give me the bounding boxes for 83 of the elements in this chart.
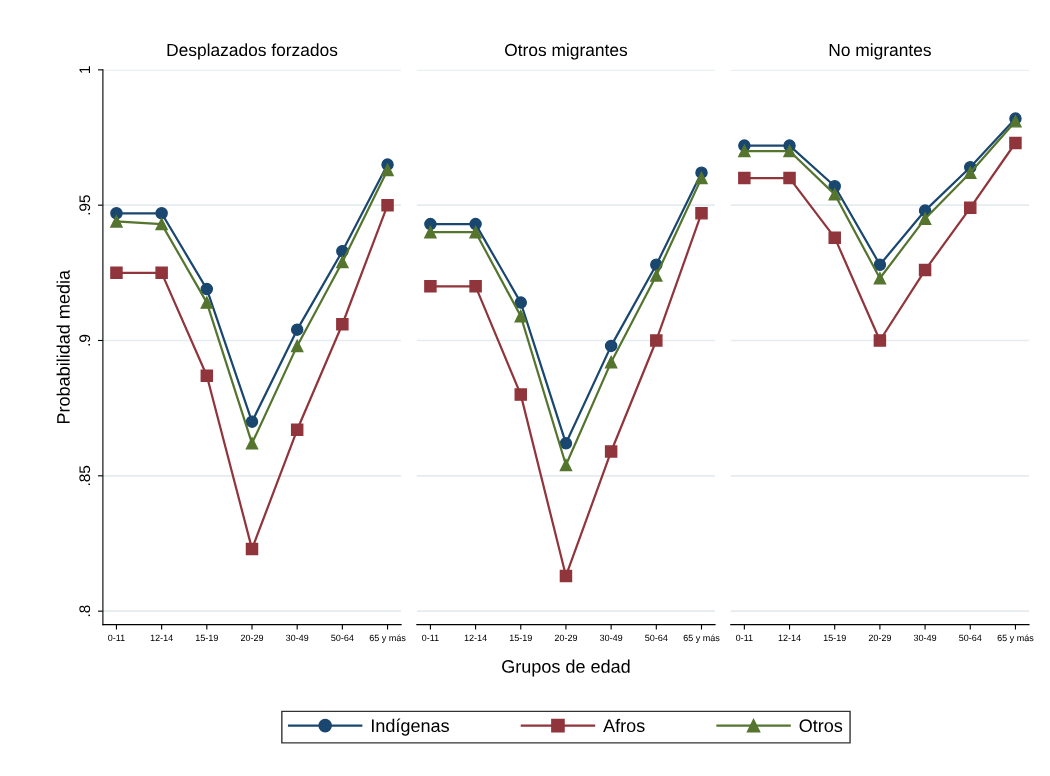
point <box>738 144 751 158</box>
point <box>110 266 123 280</box>
point <box>290 339 304 353</box>
point <box>514 309 528 323</box>
x-tick-label: 0-11 <box>108 634 125 642</box>
point <box>695 171 708 185</box>
x-tick-label: 0-11 <box>422 634 439 642</box>
legend-label: Indígenas <box>371 718 449 736</box>
chart-title: Desplazados forzados <box>167 43 338 60</box>
x-tick-label: 12-14 <box>464 634 487 641</box>
point <box>381 163 394 177</box>
point <box>110 215 123 228</box>
point <box>604 355 618 369</box>
point <box>918 263 932 277</box>
x-tick-label: 50-64 <box>959 634 982 642</box>
point <box>1009 136 1022 150</box>
point <box>245 542 259 556</box>
y-tick-label: .8 <box>79 605 91 617</box>
point <box>873 334 887 347</box>
point <box>245 437 259 450</box>
x-tick-label: 15-19 <box>823 634 846 642</box>
x-tick-label: 0-11 <box>736 634 753 642</box>
point <box>336 255 349 269</box>
point <box>245 415 259 428</box>
point <box>514 388 528 401</box>
chart-title: No migrantes <box>829 43 931 60</box>
point <box>514 296 528 309</box>
point <box>469 280 482 293</box>
x-tick-label: 50-64 <box>645 634 668 642</box>
point <box>650 269 663 282</box>
point <box>873 258 887 271</box>
point <box>783 144 796 158</box>
point <box>828 231 841 244</box>
point <box>200 282 214 296</box>
x-tick-label: 12-14 <box>150 634 173 641</box>
x-tick-label: 15-19 <box>509 634 532 642</box>
point <box>604 445 618 458</box>
x-tick-label: 15-19 <box>195 634 218 642</box>
point <box>604 339 618 353</box>
point <box>918 212 932 225</box>
legend-label: Otros <box>799 719 843 733</box>
x-tick-label: 30-49 <box>599 634 623 642</box>
x-tick-label: 65 y más <box>997 634 1034 643</box>
point <box>559 569 573 583</box>
point <box>559 458 573 472</box>
point <box>424 280 437 293</box>
point <box>381 198 394 212</box>
point <box>336 318 349 331</box>
x-tick-label: 65 y más <box>369 634 406 643</box>
point <box>424 225 437 239</box>
point <box>828 188 841 201</box>
point <box>695 207 708 220</box>
y-tick-label: 1 <box>79 66 91 73</box>
y-tick-label: .9 <box>79 334 91 346</box>
y-tick-label: .95 <box>79 195 91 215</box>
point <box>155 217 168 231</box>
point <box>290 323 304 336</box>
point <box>873 271 887 285</box>
y-tick-label: .85 <box>79 465 91 486</box>
point <box>783 171 796 185</box>
point <box>200 296 214 309</box>
x-tick-label: 12-14 <box>778 634 801 641</box>
point <box>650 334 663 347</box>
point <box>155 207 168 220</box>
point <box>155 266 168 280</box>
x-tick-label: 30-49 <box>913 634 937 642</box>
point <box>559 437 573 450</box>
x-tick-label: 20-29 <box>554 634 578 642</box>
point <box>200 369 214 382</box>
point <box>964 166 977 179</box>
x-tick-label: 20-29 <box>868 634 892 642</box>
point <box>469 225 482 239</box>
x-tick-label: 20-29 <box>240 634 264 642</box>
legend-label: Afros <box>603 718 645 733</box>
x-axis-title: Grupos de edad <box>502 659 630 677</box>
y-axis-title: Probabilidad media <box>56 269 70 424</box>
point <box>964 201 977 215</box>
x-tick-label: 50-64 <box>331 634 354 642</box>
chart-title: Otros migrantes <box>505 43 628 60</box>
x-tick-label: 30-49 <box>285 634 309 642</box>
point <box>290 423 304 437</box>
point <box>738 171 751 185</box>
x-tick-label: 65 y más <box>683 634 720 643</box>
